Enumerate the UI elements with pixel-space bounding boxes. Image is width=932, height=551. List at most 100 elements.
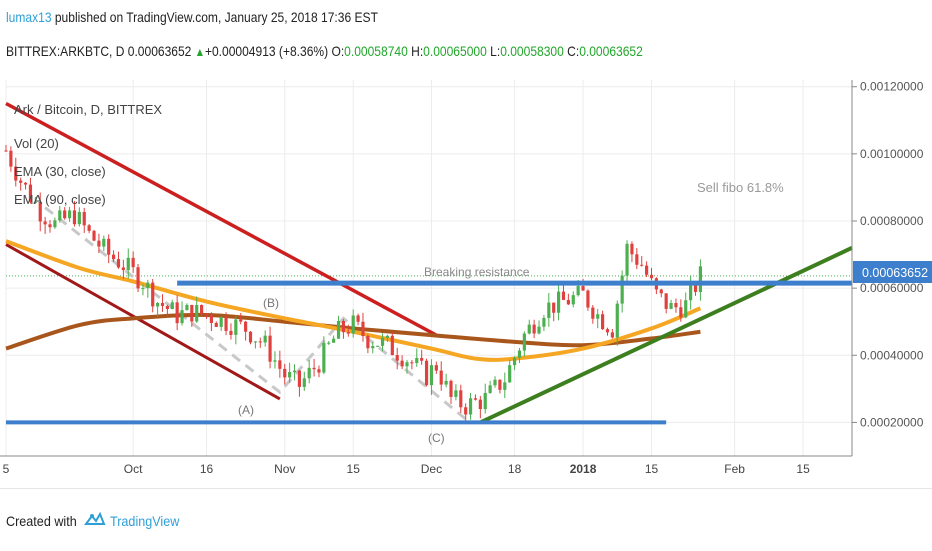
chart-legend: Ark / Bitcoin, D, BITTREX Vol (20) EMA (… — [14, 102, 162, 207]
candle-body — [645, 265, 649, 275]
candle-body — [449, 380, 453, 397]
candle-body — [366, 335, 370, 349]
candle-body — [195, 304, 199, 322]
candle-body — [361, 321, 365, 336]
candle-body — [121, 267, 125, 271]
candle-body — [151, 282, 155, 307]
candle-body — [234, 319, 238, 335]
x-tick-label: 18 — [508, 462, 522, 476]
candle-body — [312, 367, 316, 370]
candle-body — [204, 314, 209, 316]
trendlines — [5, 101, 467, 421]
candle-body — [371, 346, 375, 349]
close-value: 0.00063652 — [579, 43, 643, 59]
candle-body — [601, 314, 605, 330]
candle-body — [292, 370, 297, 373]
candle-body — [596, 314, 600, 319]
candle-body — [503, 382, 507, 390]
price-badge-text: 0.00063652 — [862, 266, 928, 280]
candle-body — [468, 398, 473, 415]
close-label: C: — [567, 43, 580, 59]
candle-body — [63, 210, 67, 219]
x-tick-label: 15 — [347, 462, 361, 476]
candle-body — [439, 370, 443, 385]
y-tick-label: 0.00060000 — [860, 281, 924, 295]
candle-body — [4, 150, 8, 152]
candle-body — [410, 362, 414, 364]
candle-body — [92, 230, 96, 241]
candle-body — [229, 330, 233, 335]
author-link[interactable]: lumax13 — [6, 9, 52, 25]
y-tick-label: 0.00080000 — [860, 214, 924, 228]
candle-body — [253, 341, 257, 343]
tradingview-link[interactable]: TradingView — [110, 513, 180, 529]
sell-fibo-annotation: Sell fibo 61.8% — [697, 180, 784, 195]
candle-body — [640, 264, 644, 266]
x-tick-label: 15 — [796, 462, 810, 476]
candle-body — [689, 284, 693, 301]
candle-body — [390, 335, 394, 356]
candle-body — [351, 315, 355, 334]
price-chart[interactable]: 0.00020000 0.00040000 0.00060000 0.00080000… — [0, 80, 932, 488]
candle-body — [317, 369, 321, 373]
candle-body — [180, 310, 184, 324]
candle-body — [302, 378, 306, 387]
candle-body — [424, 360, 429, 386]
legend-ema90: EMA (90, close) — [14, 192, 106, 207]
candle-body — [444, 380, 448, 385]
y-tick-label: 0.00100000 — [860, 147, 924, 161]
candle-body — [571, 295, 575, 305]
candle-body — [591, 307, 595, 319]
candle-body — [508, 365, 512, 383]
legend-title: Ark / Bitcoin, D, BITTREX — [14, 102, 162, 117]
candle-body — [77, 211, 81, 225]
candle-body — [346, 332, 350, 334]
candle-body — [67, 210, 72, 219]
last-price: 0.00063652 — [127, 43, 192, 59]
candle-body — [527, 324, 531, 334]
candle-body — [356, 315, 360, 322]
candle-body — [43, 221, 47, 225]
candle-body — [649, 274, 654, 279]
candle-body — [19, 180, 23, 183]
candle-body — [160, 302, 165, 306]
candle-body — [385, 335, 390, 338]
green-support-trendline — [479, 246, 853, 425]
candle-body — [576, 285, 580, 296]
candle-body — [175, 302, 179, 324]
x-tick-label: 16 — [200, 462, 214, 476]
y-tick-label: 0.00120000 — [860, 80, 924, 94]
candle-body — [552, 302, 556, 313]
up-triangle-icon: ▲ — [194, 45, 205, 59]
candle-body — [459, 390, 463, 408]
candle-body — [400, 360, 404, 367]
candle-body — [278, 360, 282, 369]
x-tick-label: 2018 — [570, 462, 597, 476]
footer: Created with TradingView — [0, 488, 932, 551]
y-tick-label: 0.00020000 — [860, 415, 924, 429]
open-value: 0.00058740 — [344, 43, 408, 59]
candle-body — [214, 323, 218, 327]
low-value: 0.00058300 — [500, 43, 564, 59]
candles — [4, 144, 702, 423]
candle-body — [107, 238, 111, 255]
candle-body — [258, 341, 262, 343]
candle-body — [58, 210, 62, 221]
candle-body — [625, 243, 629, 276]
candle-body — [219, 317, 223, 327]
candle-body — [669, 303, 673, 309]
candle-body — [605, 329, 610, 333]
candle-body — [102, 238, 106, 247]
candle-body — [48, 224, 52, 228]
wave-c-label: (C) — [428, 431, 445, 445]
x-tick-label: Dec — [421, 462, 442, 476]
candle-body — [537, 326, 541, 334]
candle-body — [557, 291, 561, 313]
candle-body — [9, 150, 13, 167]
publish-line: lumax13 published on TradingView.com, Ja… — [6, 9, 378, 25]
candle-body — [610, 332, 614, 338]
abc-wave-path — [44, 206, 467, 421]
tradingview-logo-icon[interactable] — [84, 510, 106, 528]
legend-vol: Vol (20) — [14, 136, 59, 151]
candle-body — [376, 345, 380, 347]
